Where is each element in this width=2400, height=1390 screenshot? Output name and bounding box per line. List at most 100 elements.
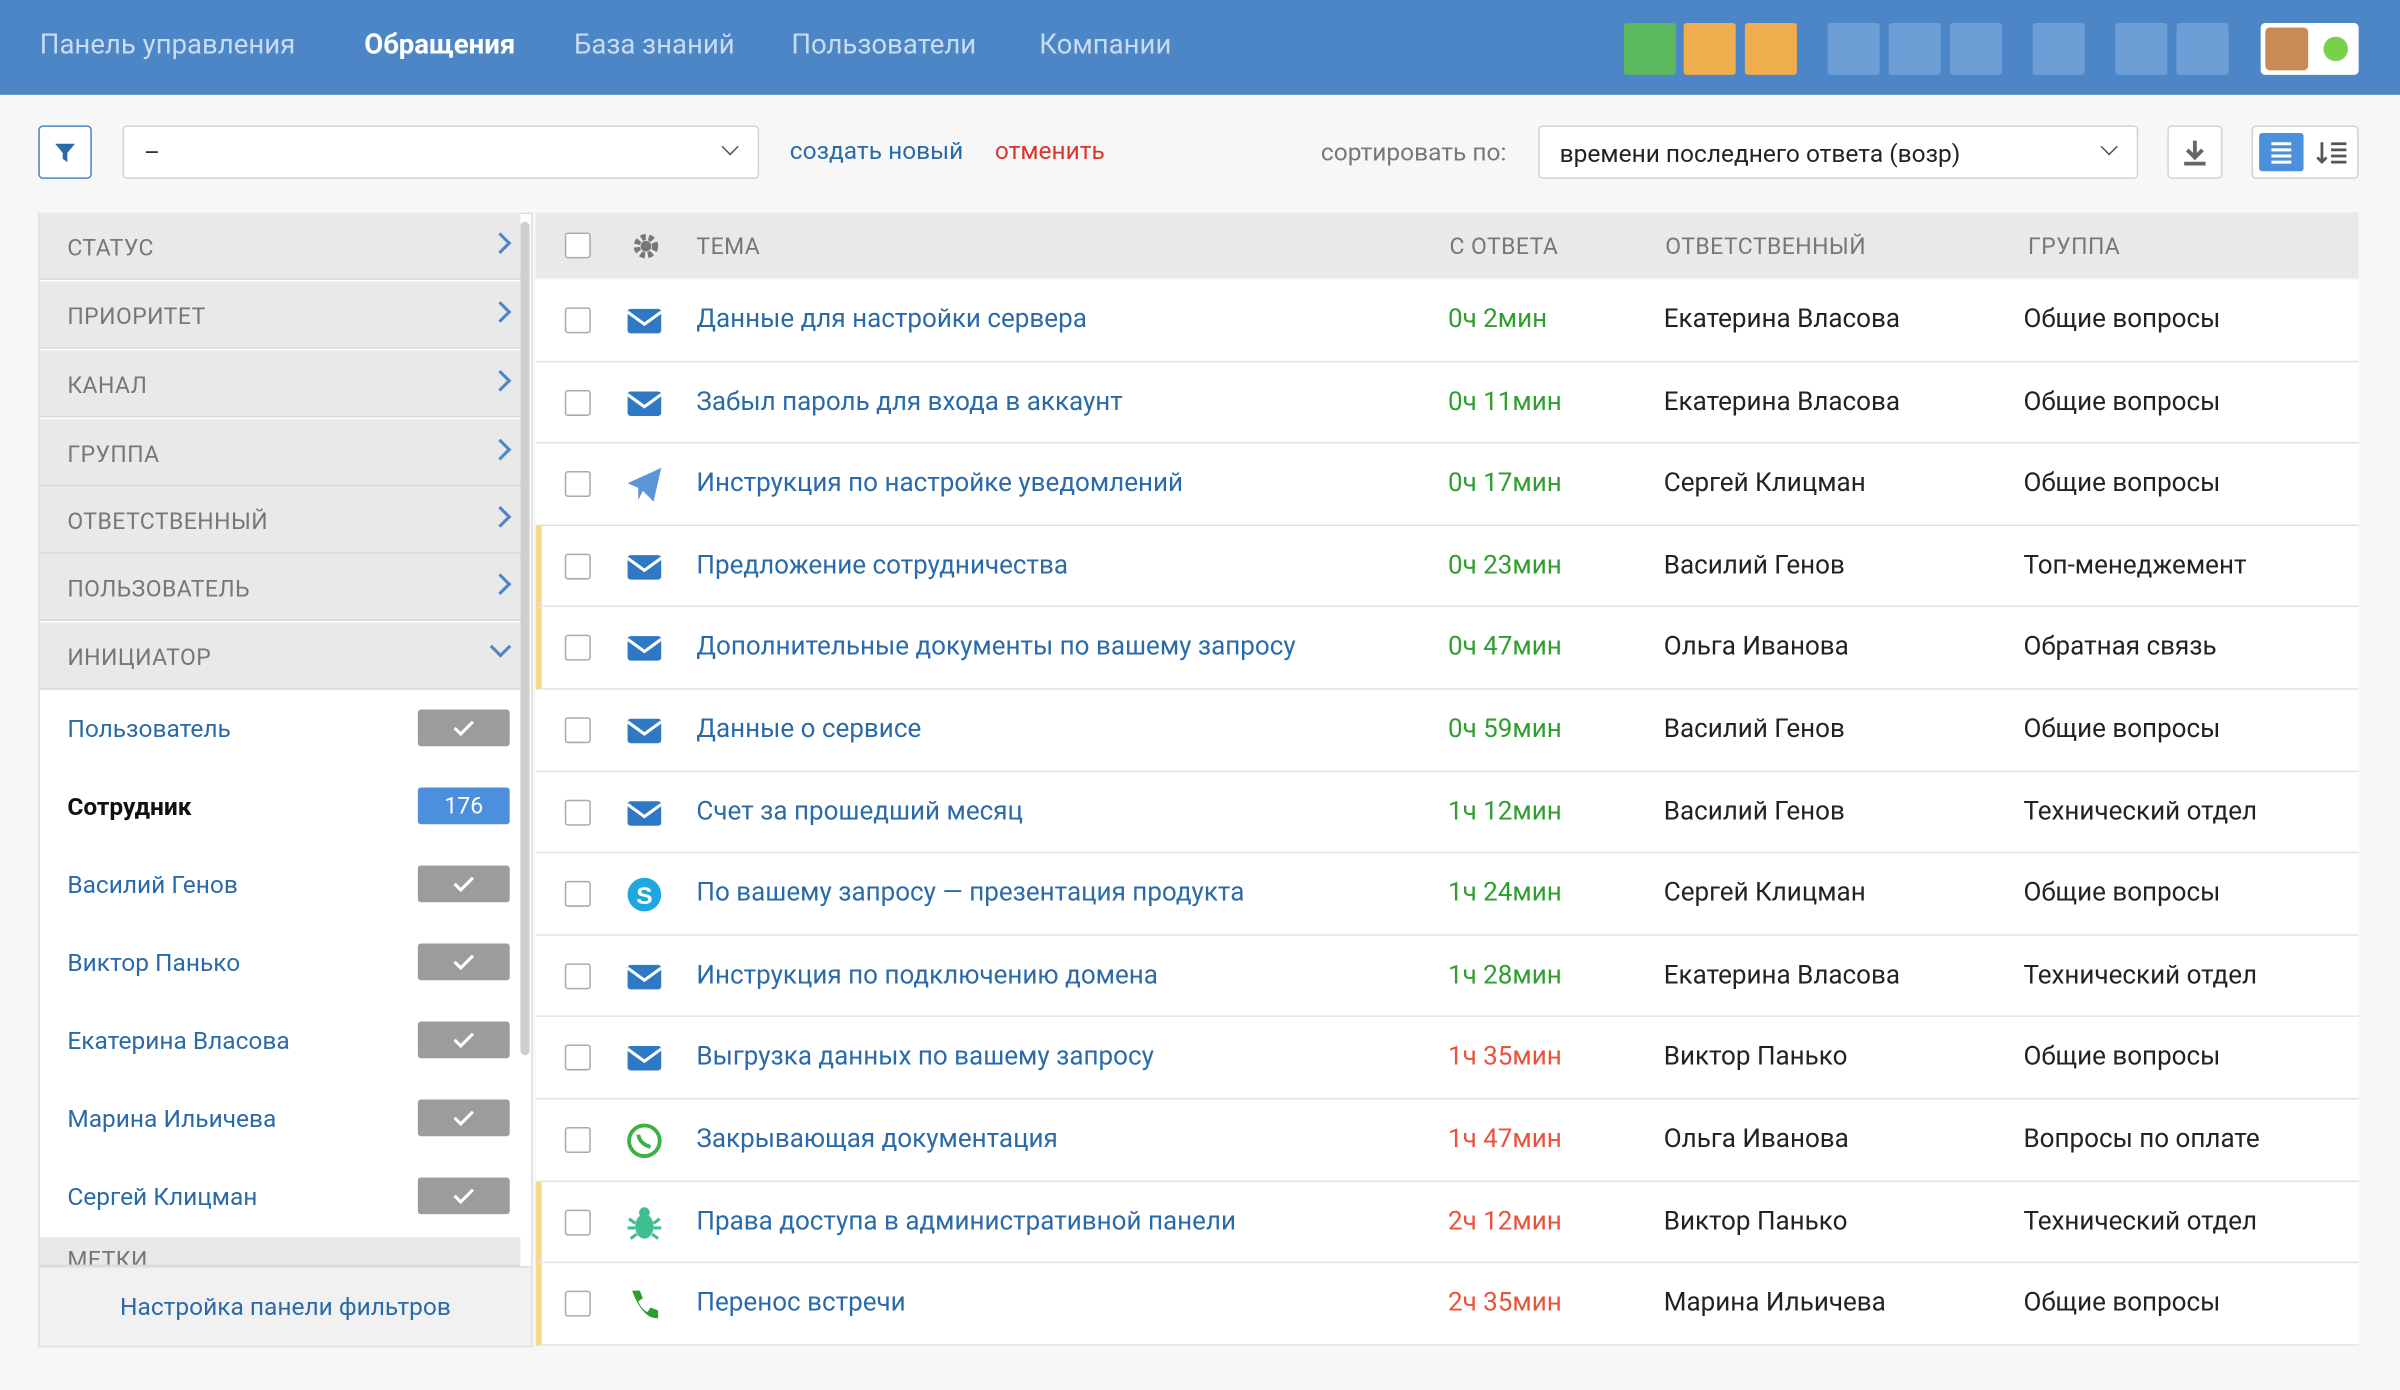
initiator-name[interactable]: Василий Генов [67, 870, 238, 900]
initiator-check[interactable] [417, 1099, 510, 1137]
filter-section[interactable]: ПОЛЬЗОВАТЕЛЬ [39, 553, 521, 621]
filter-value: – [143, 137, 160, 167]
create-link[interactable]: создать новый [789, 136, 964, 166]
initiator-count[interactable]: 176 [417, 787, 510, 825]
settings-gear[interactable] [629, 229, 663, 263]
dropdown-arrow [721, 138, 739, 156]
list-icon [2271, 142, 2292, 164]
ticket-row[interactable]: Дополнительные документы по вашему запро… [535, 607, 2359, 690]
initiator-name[interactable]: Пользователь [67, 714, 231, 744]
initiator-check[interactable] [417, 709, 510, 747]
ticket-subject[interactable]: Выгрузка данных по вашему запросу [696, 1041, 1154, 1073]
filter-section[interactable]: ПРИОРИТЕТ [39, 281, 521, 349]
ticket-row[interactable]: Выгрузка данных по вашему запросу 1ч 35ми… [535, 1017, 2359, 1100]
filter-button[interactable] [38, 125, 92, 179]
ticket-subject[interactable]: Данные о сервисе [696, 714, 922, 745]
ticket-row[interactable]: Данные о сервисе 0ч 59мин Василий Генов Общ… [535, 689, 2359, 772]
section-title: ГРУППА [67, 440, 160, 468]
ticket-row[interactable]: S По вашему запросу — презентация продукт… [535, 853, 2359, 936]
ticket-subject[interactable]: Предложение сотрудничества [696, 550, 1069, 581]
row-checkbox[interactable] [564, 963, 591, 990]
ticket-subject[interactable]: Дополнительные документы по вашему запро… [696, 632, 1296, 663]
ticket-subject[interactable]: Данные для настройки сервера [696, 304, 1087, 335]
filter-section[interactable]: СТАТУС [39, 212, 521, 280]
filter-section[interactable]: ГРУППА [39, 419, 521, 487]
nav-item[interactable]: Компании [1039, 29, 1172, 62]
row-checkbox[interactable] [564, 389, 591, 416]
keyboard-button[interactable] [2115, 22, 2168, 75]
ticket-row[interactable]: Предложение сотрудничества 0ч 23мин Васили… [535, 525, 2359, 608]
panel-settings[interactable]: Настройка панели фильтров [39, 1266, 532, 1346]
nav-item[interactable]: Панель управления [39, 29, 296, 62]
list-view[interactable] [2259, 133, 2304, 172]
filter-section[interactable]: ИНИЦИАТОР [39, 622, 521, 690]
filter-section[interactable]: МЕТКИ [39, 1237, 521, 1267]
case-button[interactable] [2176, 22, 2229, 75]
ticket-row[interactable]: Закрывающая документация 1ч 47мин Ольга Ив… [535, 1099, 2359, 1182]
row-checkbox[interactable] [564, 799, 591, 826]
section-title: ИНИЦИАТОР [67, 643, 212, 672]
dropdown-arrow [2100, 138, 2118, 156]
nav-item[interactable]: Пользователи [791, 29, 977, 62]
ticket-row[interactable]: Инструкция по настройке уведомлений 0ч 17… [535, 443, 2359, 526]
row-checkbox[interactable] [564, 1045, 591, 1072]
sort-select[interactable]: времени последнего ответа (возр) [1538, 125, 2139, 179]
ticket-subject[interactable]: Счет за прошедший месяц [696, 796, 1023, 827]
initiator-check[interactable] [417, 943, 510, 981]
row-checkbox[interactable] [564, 1290, 591, 1317]
ticket-subject[interactable]: Права доступа в административной панели [696, 1205, 1236, 1237]
nav-item[interactable]: Обращения [364, 29, 516, 62]
ticket-subject[interactable]: Забыл пароль для входа в аккаунт [696, 386, 1123, 417]
initiator-name[interactable]: Марина Ильичева [67, 1104, 277, 1134]
ticket-row[interactable]: Права доступа в административной панели 2… [535, 1181, 2359, 1264]
ticket-subject[interactable]: Инструкция по настройке уведомлений [696, 468, 1184, 499]
chat-button[interactable] [1623, 22, 1677, 75]
ticket-subject[interactable]: По вашему запросу — презентация продукта [696, 878, 1245, 909]
nav-item[interactable]: База знаний [573, 29, 735, 62]
row-checkbox[interactable] [564, 471, 591, 498]
filter-section[interactable]: ОТВЕТСТВЕННЫЙ [39, 486, 521, 554]
ticket-subject[interactable]: Перенос встречи [696, 1287, 906, 1319]
view-toggle[interactable] [2251, 125, 2359, 179]
download-button[interactable] [2167, 125, 2223, 179]
row-checkbox[interactable] [564, 1127, 591, 1154]
ticket-row[interactable]: Инструкция по подключению домена 1ч 28мин… [535, 935, 2359, 1018]
select-all[interactable] [564, 232, 591, 259]
ticket-subject[interactable]: Инструкция по подключению домена [696, 960, 1158, 991]
mail-button[interactable] [1683, 22, 1736, 75]
initiator-name[interactable]: Виктор Панько [67, 948, 241, 978]
profile[interactable] [2260, 22, 2359, 75]
row-checkbox[interactable] [564, 553, 591, 580]
search-button[interactable] [1888, 22, 1941, 75]
table-header [535, 212, 2359, 279]
row-checkbox[interactable] [564, 307, 591, 334]
compact-icon[interactable] [2311, 133, 2355, 171]
ticket-row[interactable]: Данные для настройки сервера 0ч 2мин Екате… [535, 279, 2359, 362]
initiator-name[interactable]: Сотрудник [67, 792, 192, 822]
cancel-link[interactable]: отменить [994, 136, 1105, 166]
column-header[interactable]: ОТВЕТСТВЕННЫЙ [1665, 232, 1867, 260]
help-button[interactable] [1949, 22, 2003, 75]
ticket-subject[interactable]: Закрывающая документация [696, 1123, 1058, 1155]
ticket-row[interactable]: Забыл пароль для входа в аккаунт 0ч 11мин… [535, 361, 2359, 444]
alert-button[interactable] [1744, 22, 1797, 75]
filter-section[interactable]: КАНАЛ [39, 350, 521, 418]
row-checkbox[interactable] [564, 881, 591, 908]
stats-button[interactable] [2032, 22, 2085, 75]
add-button[interactable] [1827, 22, 1880, 75]
ticket-row[interactable]: Перенос встречи 2ч 35мин Марина Ильичева Об… [535, 1263, 2359, 1346]
filter-icon [55, 143, 75, 163]
column-header[interactable]: ГРУППА [2028, 232, 2121, 260]
ticket-row[interactable]: Счет за прошедший месяц 1ч 12мин Василий Г… [535, 771, 2359, 854]
row-checkbox[interactable] [564, 1208, 591, 1235]
row-checkbox[interactable] [564, 635, 591, 662]
initiator-check[interactable] [417, 1177, 510, 1215]
column-header[interactable]: С ОТВЕТА [1449, 232, 1559, 260]
initiator-check[interactable] [417, 1021, 510, 1059]
column-header[interactable]: ТЕМА [696, 232, 761, 260]
initiator-name[interactable]: Сергей Клицман [67, 1182, 258, 1212]
row-checkbox[interactable] [564, 717, 591, 744]
initiator-name[interactable]: Екатерина Власова [67, 1026, 290, 1056]
initiator-check[interactable] [417, 865, 510, 903]
filter-select[interactable]: – [122, 125, 760, 179]
